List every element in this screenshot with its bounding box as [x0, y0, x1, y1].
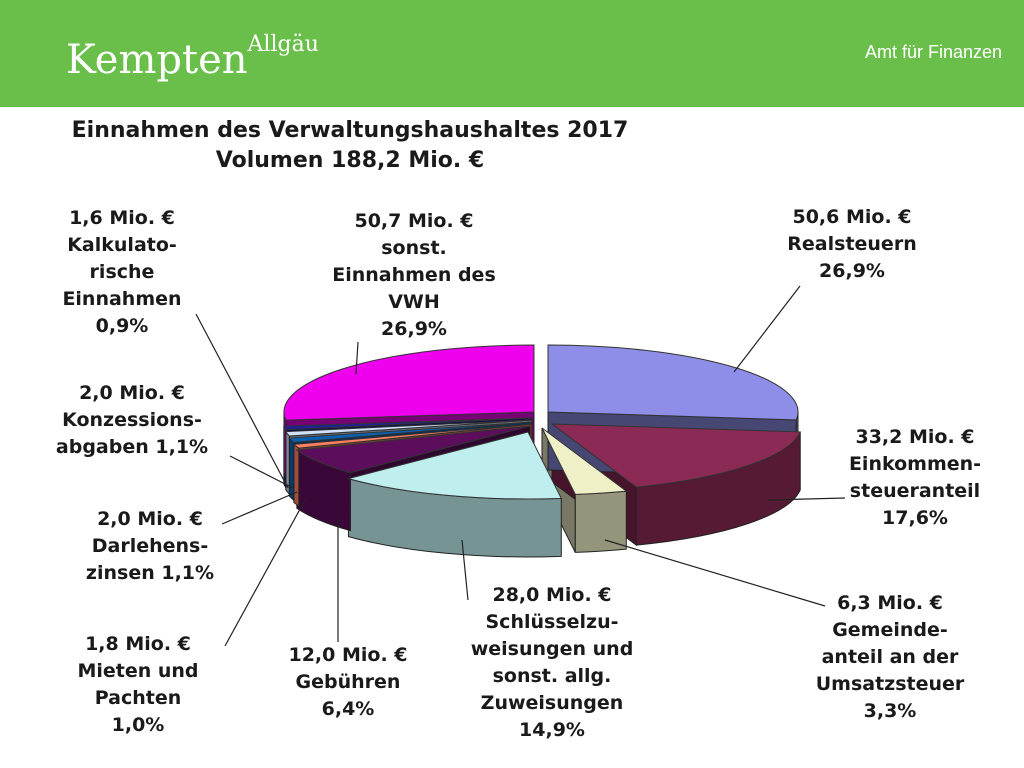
leader-line-8	[195, 313, 289, 489]
pie-tops	[283, 344, 802, 500]
leader-line-7	[229, 455, 294, 489]
slice-label: 1,8 Mio. € Mieten und Pachten 1,0%	[77, 631, 198, 739]
leader-line-9	[355, 341, 359, 375]
slice-label-line: anteil an der	[821, 646, 959, 668]
slice-label: 33,2 Mio. € Einkommen-steueranteil 17,6%	[849, 424, 981, 532]
department-label: Amt für Finanzen	[864, 42, 1002, 62]
slice-label-line: 28,0 Mio. €	[492, 584, 612, 606]
slice-label-line: Konzessions-	[62, 409, 202, 431]
slice-label-line: Umsatzsteuer	[815, 673, 965, 695]
slice-label-line: Realsteuern	[787, 233, 917, 255]
slice-gemeindeanteil-an-der-umsatzsteuer	[541, 427, 628, 495]
slice-label-line: Einnahmen	[62, 288, 182, 310]
slice-label: 50,7 Mio. € sonst. Einnahmen des VWH 26,9%	[332, 208, 496, 343]
slice-mieten-und-pachten	[292, 423, 533, 449]
slice-label-line: Einkommen-	[848, 453, 982, 475]
slice-label-line: Zuweisungen	[480, 692, 624, 714]
slice-label-line: 17,6%	[882, 507, 948, 529]
chart-title-block: Einnahmen des Verwaltungshaushaltes 2017…	[30, 116, 670, 176]
slice-label-line: 1,0%	[111, 714, 165, 736]
slice-label-line: Gebühren	[295, 671, 401, 693]
slice-label-line: Pachten	[94, 687, 182, 709]
slice-label-line: abgaben 1,1%	[55, 436, 209, 458]
slice-label-line: rische	[89, 261, 155, 283]
logo-main: Kempten	[66, 37, 248, 83]
slice-label: 50,6 Mio. € Realsteuern 26,9%	[787, 204, 916, 285]
slice-darlehenszinsen	[288, 421, 533, 443]
slice-side-5	[293, 443, 300, 508]
slice-label-line: weisungen und	[470, 638, 634, 660]
slice-label: 12,0 Mio. € Gebühren 6,4%	[288, 642, 407, 723]
kempten-logo: KemptenAllgäu	[66, 34, 319, 84]
slice-label-line: Gemeinde-	[832, 619, 948, 641]
slice-label-line: Schlüsselzu-	[485, 611, 619, 633]
slice-label-line: 2,0 Mio. €	[79, 382, 185, 404]
leader-line-2	[604, 539, 826, 607]
slice-label-line: 12,0 Mio. €	[288, 644, 408, 666]
slice-side-2	[574, 490, 627, 553]
header-bar: KemptenAllgäu Amt für Finanzen	[0, 0, 1024, 107]
leader-line-3	[461, 539, 469, 601]
logo-sup: Allgäu	[247, 32, 319, 57]
slice-realsteuern	[547, 344, 799, 421]
slice-label-line: sonst. allg.	[492, 665, 612, 687]
slice-kalkulatorische-einnahmen	[283, 417, 533, 431]
slice-einkommensteueranteil	[550, 423, 802, 488]
slice-label-line: steueranteil	[849, 480, 981, 502]
slice-label-line: VWH	[388, 291, 440, 313]
slice-label-line: 0,9%	[95, 315, 149, 337]
slice-label-line: 3,3%	[863, 700, 917, 722]
chart-subtitle: Volumen 188,2 Mio. €	[215, 148, 485, 173]
slice-label: 28,0 Mio. € Schlüsselzu-weisungen und sons…	[471, 582, 634, 744]
leader-line-5	[224, 499, 306, 647]
leader-line-1	[767, 497, 846, 501]
slice-label-line: 6,3 Mio. €	[837, 592, 943, 614]
slice-label-line: Kalkulato-	[67, 234, 177, 256]
slice-label: 2,0 Mio. € Konzessions-abgaben 1,1%	[56, 380, 208, 461]
slice-label-line: sonst.	[381, 237, 447, 259]
slice-konzessionsabgaben	[284, 419, 533, 437]
chart-title: Einnahmen des Verwaltungshaushaltes 2017	[71, 118, 629, 143]
slice-schl-sselzuweisungen-und-sonst-allg-zuweisungen	[346, 431, 563, 500]
slice-label-line: 6,4%	[321, 698, 375, 720]
slice-label-line: zinsen 1,1%	[85, 562, 215, 584]
slice-label-line: 1,8 Mio. €	[85, 633, 191, 655]
slice-label-line: 1,6 Mio. €	[69, 207, 175, 229]
slice-label-line: 50,6 Mio. €	[792, 206, 912, 228]
slice-sonst-einnahmen-des-vwh	[283, 344, 535, 421]
slice-label-line: Einnahmen des	[332, 264, 496, 286]
leader-line-6	[221, 491, 298, 525]
slice-label-line: 26,9%	[819, 260, 885, 282]
leader-line-0	[733, 285, 801, 373]
slice-label-line: 2,0 Mio. €	[97, 508, 203, 530]
slice-label-line: 50,7 Mio. €	[354, 210, 474, 232]
slice-geb-hren	[295, 425, 531, 474]
slice-label-line: Mieten und	[77, 660, 199, 682]
slice-label: 6,3 Mio. € Gemeinde-anteil an der Umsatzst…	[816, 590, 965, 725]
slice-label-line: 33,2 Mio. €	[855, 426, 975, 448]
slice-label: 2,0 Mio. € Darlehens-zinsen 1,1%	[86, 506, 214, 587]
slice-side-9	[283, 411, 287, 479]
leader-lines	[195, 285, 846, 647]
slice-label-line: 14,9%	[519, 719, 585, 741]
slice-label-line: 26,9%	[381, 318, 447, 340]
slice-side-6	[288, 436, 295, 502]
slice-label: 1,6 Mio. € Kalkulato-rische Einnahmen 0,9%	[62, 205, 181, 340]
slice-label-line: Darlehens-	[91, 535, 209, 557]
